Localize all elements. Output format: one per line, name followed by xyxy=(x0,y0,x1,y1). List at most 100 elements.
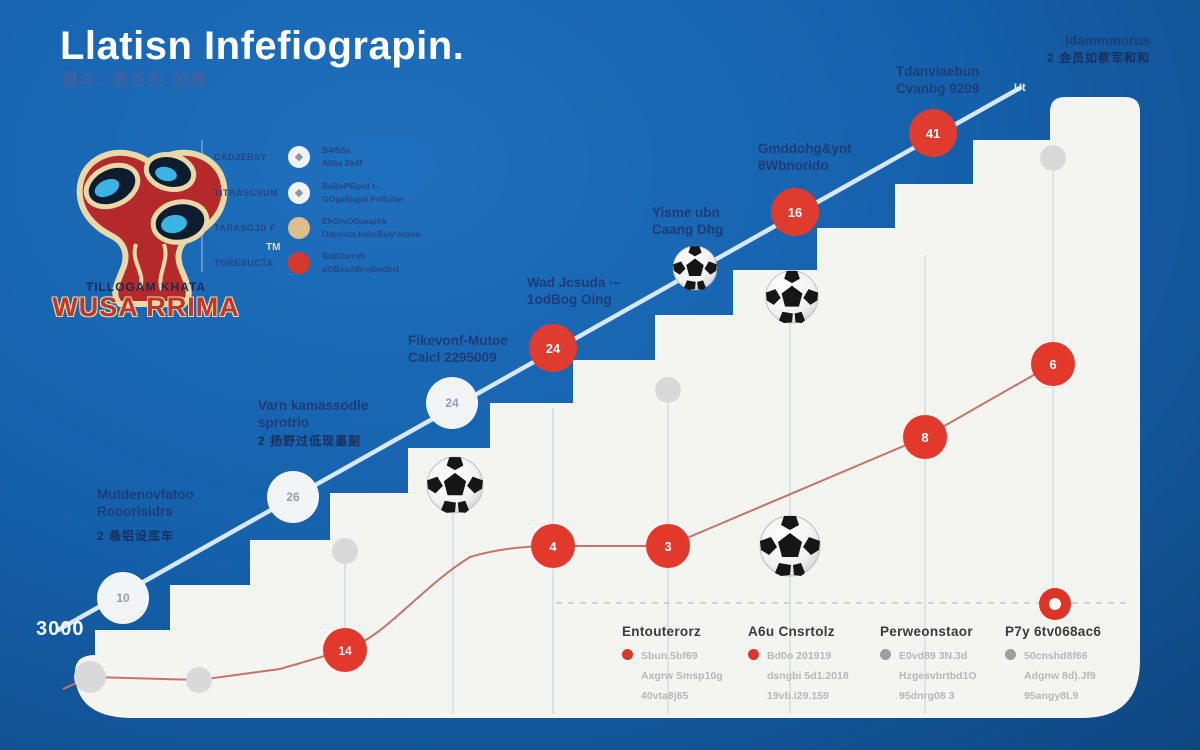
footer-line: Sbun.5bf69 xyxy=(641,650,698,662)
footer-line: Bd0o 201919 xyxy=(767,650,832,662)
legend-row: TORESUCTA BaB2arroh dOBsaABrejbodbrt xyxy=(214,250,399,276)
footer-line: E0vd89 3N.3d xyxy=(899,650,968,662)
page-subtitle: 鼠斗: 那巨头 如豫 xyxy=(62,72,209,89)
milestone-value: 16 xyxy=(788,205,802,220)
milestone-value: 24 xyxy=(546,341,561,356)
annotation: Idammmorus 2 会员如蔡军和和 xyxy=(1000,33,1150,66)
legend-row: TITRASCSUM ◆ BaBaPGprd t- GOga6jqpd Pofb… xyxy=(214,180,404,206)
legend-label: TITRASCSUM xyxy=(214,187,278,198)
footer-column: A6u Cnsrtolz Bd0o 201919 dsngbi 5d1.2018… xyxy=(748,624,866,707)
soccer-ball-icon: ◆ xyxy=(288,145,310,168)
line-end-label: Ut xyxy=(1014,82,1026,94)
red-dot-icon xyxy=(748,649,759,660)
milestone-value: 26 xyxy=(286,490,300,504)
footer-column: Entouterorz Sbun.5bf69 Axgrw Smsp10g 40v… xyxy=(622,624,740,707)
legend-line: Oduxata babrBsiy'orbsa xyxy=(322,228,420,239)
annotation: Fikevonf-Mutoe Caicl 2295009 xyxy=(408,333,508,367)
annotation: Tdanviaebun Cvanbg 9209 xyxy=(896,64,979,98)
trend-markers: 14 4 3 8 6 xyxy=(323,342,1075,672)
legend-line: A05a 2b4f xyxy=(322,157,363,168)
annotation-line: Caang Dhg xyxy=(652,221,724,237)
tan-dot-icon xyxy=(288,216,310,239)
red-dot-icon xyxy=(288,251,310,274)
footer-column-title: A6u Cnsrtolz xyxy=(748,624,835,639)
legend-row: TARASGJD F EhGtyOGurqrok Oduxata babrBsi… xyxy=(214,215,420,241)
footer-line: 95angy8L9 xyxy=(1024,689,1079,702)
footer-line: dsngbi 5d1.2018 xyxy=(767,669,849,682)
annotation-line: Rooorisidrs xyxy=(97,503,173,519)
annotation-line: Gmddohg&ynt xyxy=(758,141,852,156)
soccer-ball-icon xyxy=(426,456,484,514)
annotation-line: Caicl 2295009 xyxy=(408,349,497,365)
annotation: Wad Jcsuda ·– 1odBog Oing xyxy=(527,275,621,309)
legend-row: CADJEBSY ◆ B4fb5a A05a 2b4f xyxy=(214,144,362,170)
annotation-line: Mutdenovfatoo xyxy=(97,487,194,502)
gray-dot-icon xyxy=(880,649,891,660)
logo-caption-bottom: WUSA RRIMA xyxy=(52,292,240,322)
footer-column: P7y 6tv068ac6 50cnshd8f66 Adgnw 8d).Jf9 … xyxy=(1005,624,1123,707)
milestone-value: 10 xyxy=(116,591,130,605)
footer-line: 50cnshd8f66 xyxy=(1024,650,1088,662)
legend-label: CADJEBSY xyxy=(214,151,268,162)
legend-line: B4fb5a xyxy=(322,145,351,155)
annotation-line: 2 扬野过低现墨副 xyxy=(258,433,362,448)
annotation: Mutdenovfatoo Rooorisidrs 2 悬铝设底车 xyxy=(97,487,194,544)
annotation: Varn kamassodle sprotrio 2 扬野过低现墨副 xyxy=(258,398,368,449)
trend-value: 6 xyxy=(1049,357,1056,372)
logo-caption-top: TILLOGAM KHATA xyxy=(85,280,207,294)
annotation-line: 1odBog Oing xyxy=(527,291,612,307)
trademark-label: TM xyxy=(266,242,280,253)
annotation-line: Yisme ubn xyxy=(652,205,720,220)
annotation-line: 2 悬铝设底车 xyxy=(97,528,175,543)
annotation: Yisme ubn Caang Dhg xyxy=(652,205,723,239)
legend-line: dOBsaABrejbodbrt xyxy=(322,263,399,274)
footer-column-title: Entouterorz xyxy=(622,624,702,639)
gray-dot-icon xyxy=(1005,649,1016,660)
annotation: Gmddohg&ynt 8Wbnorido xyxy=(758,141,852,175)
legend-label: TORESUCTA xyxy=(214,257,274,268)
trend-value: 3 xyxy=(664,539,671,554)
soccer-ball-icon: ◆ xyxy=(288,181,310,204)
milestone-value: 41 xyxy=(926,126,940,141)
footer-column-title: P7y 6tv068ac6 xyxy=(1005,624,1102,639)
footer-column: Perweonstaor E0vd89 3N.3d Hzgesvbrtbd1O … xyxy=(880,624,998,707)
milestone-value: 24 xyxy=(445,396,459,410)
annotation-line: 8Wbnorido xyxy=(758,157,829,173)
legend-line: GOga6jqpd Pofb2an xyxy=(322,193,404,204)
annotation-line: Tdanviaebun xyxy=(896,64,980,79)
trend-value: 8 xyxy=(921,430,928,445)
legend-line: BaBaPGprd t- xyxy=(322,181,378,191)
annotation-line: Idammmorus xyxy=(1065,33,1150,48)
milestone-markers: 10 26 24 24 16 41 xyxy=(97,109,957,624)
donut-marker xyxy=(1039,588,1071,620)
footer-line: Adgnw 8d).Jf9 xyxy=(1024,669,1096,682)
trophy-ovals xyxy=(83,152,210,245)
annotation-line: Fikevonf-Mutoe xyxy=(408,333,508,348)
annotation-line: Wad Jcsuda ·– xyxy=(527,275,622,290)
annotation-line: Varn kamassodle xyxy=(258,398,369,413)
legend-label: TARASGJD F xyxy=(214,222,276,233)
trend-value: 14 xyxy=(338,644,352,658)
legend-line: EhGtyOGurqrok xyxy=(322,216,388,226)
soccer-ball-icon xyxy=(765,270,819,324)
trend-value: 4 xyxy=(549,539,557,554)
footer-line: 40vta8j65 xyxy=(641,689,689,702)
world-cup-trophy-logo: TM xyxy=(76,149,280,307)
page-title: Llatisn Infefiograpin. xyxy=(60,24,465,68)
footer-line: 19vb.i29.159 xyxy=(767,689,829,702)
soccer-ball-icon xyxy=(672,245,718,291)
annotation-line: 2 会员如蔡军和和 xyxy=(1046,50,1150,65)
footer-line: Hzgesvbrtbd1O xyxy=(899,669,977,682)
soccer-ball-icon xyxy=(759,515,821,577)
gray-dot-markers xyxy=(74,145,1066,693)
footer-line: Axgrw Smsp10g xyxy=(641,669,723,682)
annotation-line: Cvanbg 9209 xyxy=(896,80,980,96)
footer-line: 95dnrg08 3 xyxy=(899,689,955,702)
axis-origin-label: 3000 xyxy=(36,618,85,640)
legend-line: BaB2arroh xyxy=(322,251,366,261)
footer-column-title: Perweonstaor xyxy=(880,624,973,639)
red-dot-icon xyxy=(622,649,633,660)
annotation-line: sprotrio xyxy=(258,414,310,430)
